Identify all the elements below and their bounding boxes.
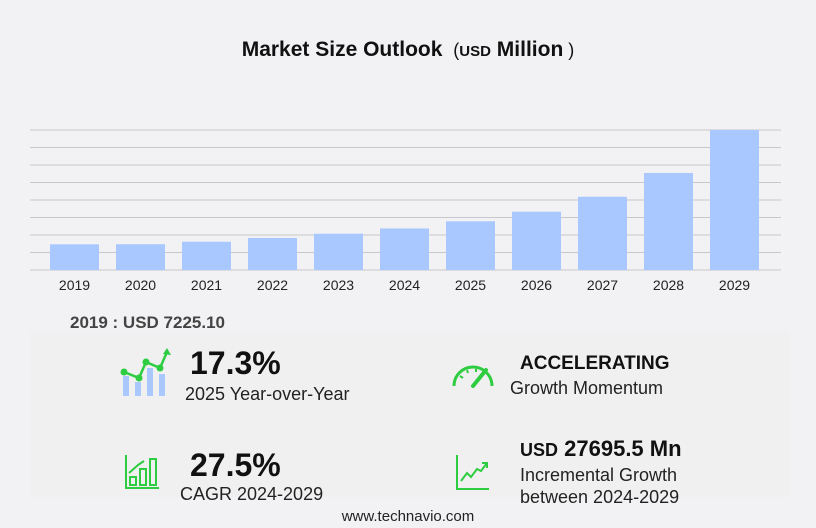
unit-prefix: USD	[459, 43, 491, 60]
x-tick-label: 2024	[389, 277, 420, 293]
yoy-value: 17.3%	[190, 345, 281, 381]
x-tick-label: 2025	[455, 277, 486, 293]
incremental-label-1: Incremental Growth	[520, 465, 678, 485]
bar-2027	[578, 196, 627, 270]
incremental-prefix: USD	[520, 440, 559, 460]
bar-2023	[314, 233, 363, 270]
bar-2021	[182, 241, 231, 270]
bar-2022	[248, 238, 297, 270]
first-year-value: 2019 : USD 7225.10	[70, 313, 225, 332]
cagr-label: CAGR 2024-2029	[180, 484, 324, 504]
x-tick-label: 2020	[125, 277, 156, 293]
bar-2024	[380, 228, 429, 270]
speedometer-icon	[452, 365, 494, 388]
line-growth-icon	[456, 455, 489, 490]
cagr-value: 27.5%	[190, 447, 281, 483]
momentum-label: Growth Momentum	[510, 378, 664, 398]
yoy-label: 2025 Year-over-Year	[185, 384, 350, 404]
title-text: Market Size Outlook	[241, 38, 443, 61]
bar-2029	[710, 130, 759, 270]
x-tick-label: 2029	[719, 277, 750, 293]
bar-2025	[446, 221, 495, 270]
growth-chart-icon	[120, 348, 171, 396]
x-tick-label: 2028	[653, 277, 684, 293]
unit-suffix: Million	[496, 38, 564, 61]
momentum-value: ACCELERATING	[520, 353, 670, 374]
bar-2020	[116, 244, 165, 270]
bar-chart: 2019 2020 2021 2022 2023 2024 2025 2026 2027 2028…	[30, 129, 781, 293]
incremental-value: USD 27695.5 Mn	[520, 436, 682, 462]
x-tick-label: 2027	[587, 277, 618, 293]
bar-growth-icon	[125, 455, 159, 489]
x-tick-label: 2026	[521, 277, 552, 293]
chart-title: Market Size Outlook (USD Million )	[241, 38, 575, 61]
incremental-amount: 27695.5 Mn	[564, 436, 682, 461]
bar-2026	[512, 211, 561, 270]
incremental-label-2: between 2024-2029	[520, 487, 680, 507]
footer-url: www.technavio.com	[341, 508, 475, 525]
x-tick-label: 2021	[191, 277, 222, 293]
x-tick-label: 2019	[59, 277, 90, 293]
bar-2028	[644, 172, 693, 270]
x-tick-label: 2022	[257, 277, 288, 293]
x-tick-label: 2023	[323, 277, 354, 293]
bar-2019	[50, 244, 99, 270]
